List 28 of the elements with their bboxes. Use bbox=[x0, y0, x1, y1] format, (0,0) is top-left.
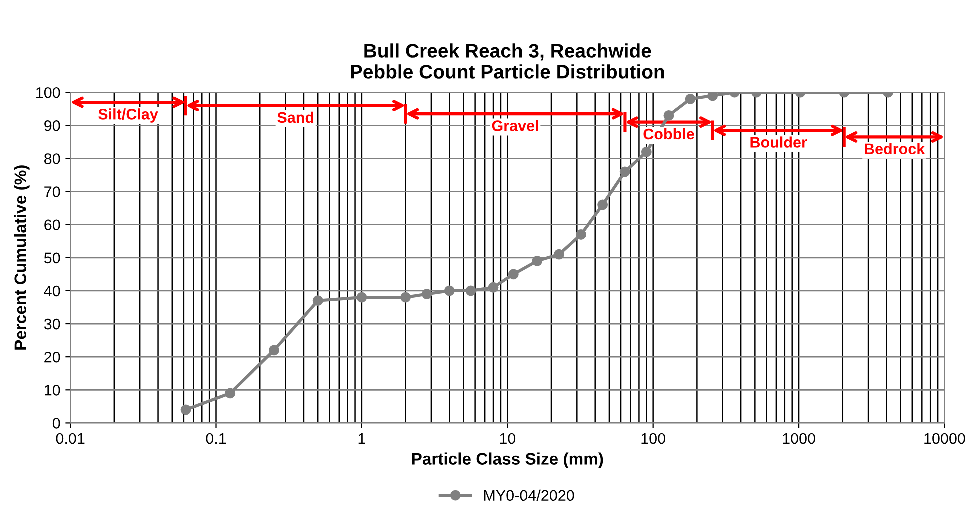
annotation: Cobble bbox=[644, 128, 694, 140]
x-tick-label: 1000 bbox=[783, 433, 816, 444]
y-axis-title: Percent Cumulative (%) bbox=[14, 166, 30, 350]
legend-label: MY0-04/2020 bbox=[484, 490, 574, 502]
annotation: Sand bbox=[278, 112, 314, 124]
y-tick-label: 70 bbox=[44, 186, 60, 198]
x-tick-label: 0.01 bbox=[56, 433, 85, 444]
annotation: Bedrock bbox=[865, 143, 926, 155]
y-tick-label: 40 bbox=[44, 286, 60, 297]
annotation: Silt/Clay bbox=[98, 108, 158, 123]
annotation: Boulder bbox=[750, 136, 808, 148]
y-tick-label: 90 bbox=[44, 120, 60, 132]
y-tick-label: 10 bbox=[45, 385, 60, 396]
x-tick-label: 1 bbox=[358, 433, 366, 444]
x-axis-title: Particle Class Size (mm) bbox=[412, 452, 604, 468]
y-tick-label: 60 bbox=[44, 220, 60, 231]
y-tick-label: 0 bbox=[52, 418, 60, 429]
x-tick-label: 0.1 bbox=[206, 433, 226, 444]
x-tick-label: 10 bbox=[500, 433, 516, 444]
y-tick-label: 50 bbox=[44, 252, 60, 264]
x-tick-label: 10000 bbox=[924, 433, 966, 444]
chart-title: Bull Creek Reach 3, Reachwide Pebble Count Particle Distribution bbox=[351, 44, 664, 79]
y-tick-label: 20 bbox=[44, 352, 60, 363]
y-tick-label: 80 bbox=[44, 154, 60, 164]
annotation: Gravel bbox=[492, 120, 538, 132]
y-tick-label: 100 bbox=[36, 87, 60, 98]
x-tick-label: 100 bbox=[642, 433, 666, 444]
y-tick-label: 30 bbox=[44, 318, 60, 330]
